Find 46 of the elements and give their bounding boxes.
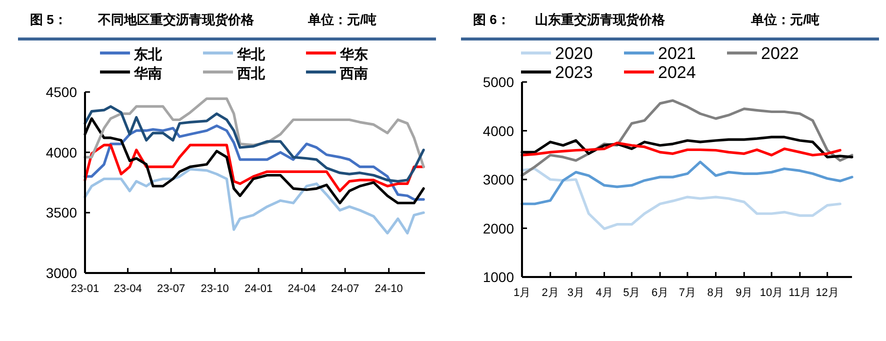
y-tick-label: 3500 <box>46 204 78 221</box>
legend-label: 2024 <box>658 63 696 82</box>
legend-label: 西北 <box>236 65 266 81</box>
x-tick-label: 7月 <box>678 287 696 299</box>
legend-label: 华东 <box>339 46 368 62</box>
legend-label: 2022 <box>761 44 799 63</box>
y-tick-label: 4000 <box>482 122 514 139</box>
text: 单位：元/吨 <box>307 12 377 27</box>
chart-title: 不同地区重交沥青现货价格 <box>97 12 255 27</box>
chart-title: 山东重交沥青现货价格 <box>535 12 666 27</box>
y-tick-label: 3000 <box>46 265 78 281</box>
y-tick-label: 4000 <box>46 144 78 160</box>
x-tick-label: 23-01 <box>70 283 100 295</box>
x-tick-label: 8月 <box>707 287 724 299</box>
x-tick-label: 23-04 <box>114 283 142 295</box>
legend-label: 华南 <box>133 65 162 81</box>
legend-label: 西南 <box>339 65 368 81</box>
x-tick-label: 24-01 <box>244 283 273 295</box>
x-tick-label: 9月 <box>736 287 753 299</box>
legend-label: 2021 <box>658 44 696 63</box>
x-tick-label: 23-10 <box>200 283 229 295</box>
x-tick-label: 5月 <box>623 287 640 299</box>
x-tick-label: 11月 <box>788 287 812 299</box>
caption: 图 6： <box>473 12 510 27</box>
x-tick-label: 3月 <box>567 287 584 299</box>
x-tick-label: 12月 <box>816 287 839 299</box>
y-tick-label: 4500 <box>46 84 78 100</box>
x-tick-label: 4月 <box>596 287 613 299</box>
y-tick-label: 1000 <box>482 269 514 285</box>
legend-label: 2020 <box>555 44 593 63</box>
x-tick-label: 6月 <box>651 287 669 299</box>
legend-label: 2023 <box>555 63 593 82</box>
x-tick-label: 10月 <box>760 287 784 299</box>
x-tick-label: 24-10 <box>374 283 403 295</box>
x-tick-label: 1月 <box>513 287 531 299</box>
x-tick-label: 24-07 <box>331 283 360 295</box>
x-tick-label: 24-04 <box>288 283 316 295</box>
x-tick-label: 2月 <box>542 287 559 299</box>
legend-label: 华北 <box>236 46 266 62</box>
text: 单位：元/吨 <box>750 12 820 27</box>
caption: 图 5： <box>30 12 67 27</box>
legend-label: 东北 <box>133 46 163 62</box>
y-tick-label: 3000 <box>482 172 514 188</box>
y-tick-label: 2000 <box>482 220 514 236</box>
x-tick-label: 23-07 <box>157 283 186 295</box>
y-tick-label: 5000 <box>482 74 514 90</box>
